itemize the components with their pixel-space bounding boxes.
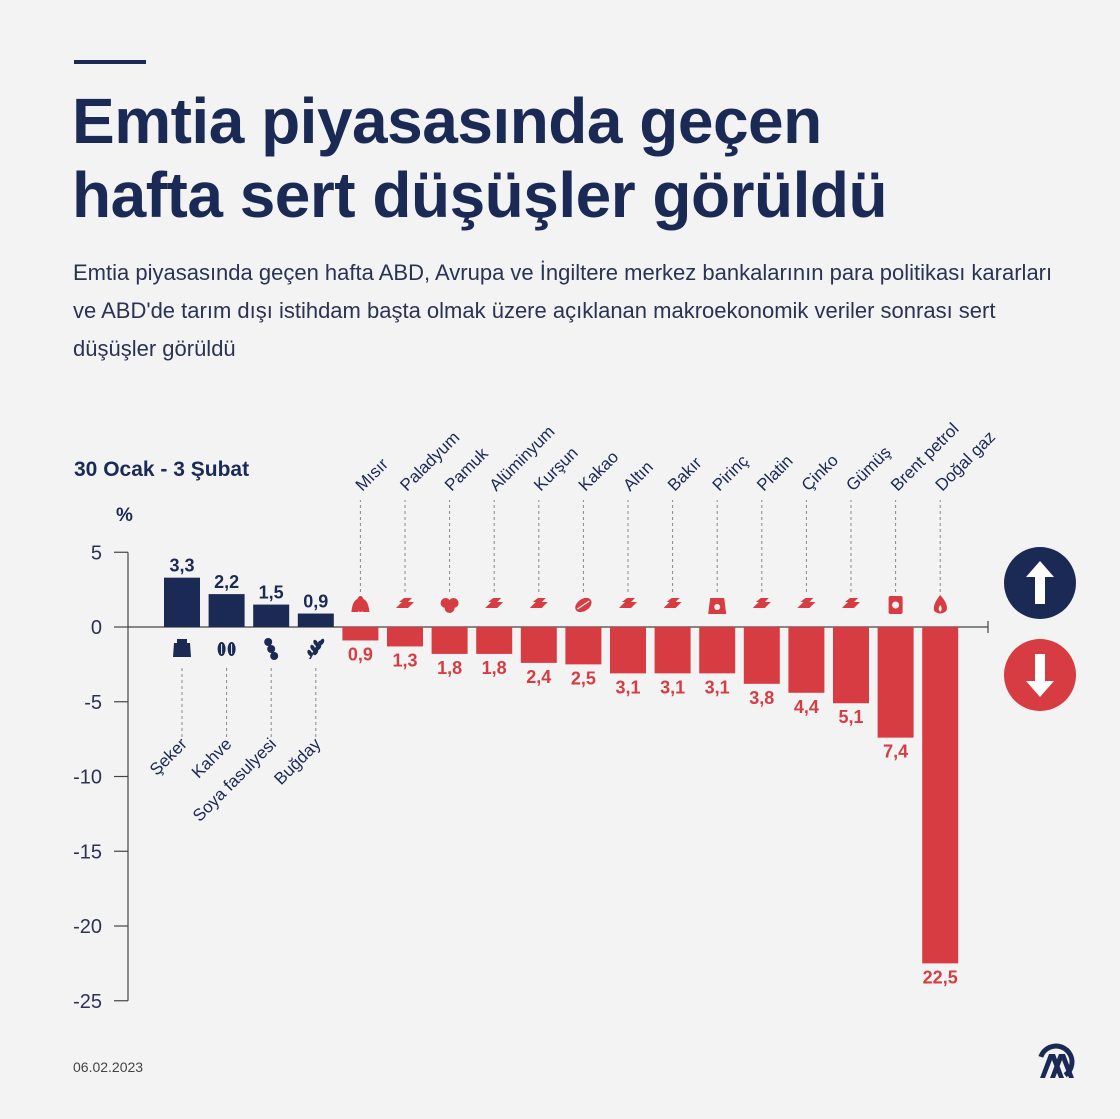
category-label: Platin bbox=[753, 451, 797, 495]
title-line-2: hafta sert düşüşler görüldü bbox=[72, 159, 888, 231]
value-label: 1,3 bbox=[392, 650, 417, 670]
value-label: 3,1 bbox=[705, 677, 730, 697]
metal-bars-icon bbox=[485, 598, 504, 608]
y-tick-label: -25 bbox=[73, 991, 102, 1013]
bar bbox=[833, 627, 869, 704]
bar-group: 0,9 Mısır bbox=[342, 454, 392, 664]
title-rule bbox=[74, 60, 146, 64]
bar bbox=[565, 627, 602, 665]
value-label: 2,2 bbox=[214, 572, 239, 592]
bar bbox=[208, 594, 245, 627]
metal-bars-icon bbox=[396, 598, 414, 608]
publish-date: 06.02.2023 bbox=[73, 1059, 144, 1075]
bar bbox=[520, 627, 557, 663]
category-label: Altın bbox=[619, 457, 656, 494]
value-label: 2,4 bbox=[526, 667, 551, 687]
bar bbox=[164, 577, 200, 627]
bar bbox=[342, 627, 379, 641]
bar bbox=[476, 627, 513, 654]
y-tick-label: 0 bbox=[91, 617, 102, 639]
metal-bars-icon bbox=[619, 598, 637, 608]
bar bbox=[922, 627, 959, 964]
y-unit-label: % bbox=[116, 505, 133, 526]
category-label: Çinko bbox=[798, 451, 842, 495]
coffee-icon bbox=[217, 642, 236, 656]
bar-group: 4,4 Çinko bbox=[788, 451, 842, 717]
rice-sack-icon bbox=[708, 598, 727, 614]
bar bbox=[877, 627, 914, 738]
arrow-down-icon bbox=[1004, 639, 1076, 711]
sugar-icon bbox=[173, 639, 191, 657]
bar bbox=[654, 627, 691, 674]
arrow-up-icon bbox=[1004, 547, 1076, 619]
value-label: 2,5 bbox=[571, 668, 596, 688]
wheat-icon bbox=[307, 638, 325, 660]
metal-bars-icon bbox=[797, 598, 816, 608]
page-subtitle: Emtia piyasasında geçen hafta ABD, Avrup… bbox=[73, 260, 1053, 361]
y-tick-label: 5 bbox=[91, 542, 102, 564]
title-line-1: Emtia piyasasında geçen bbox=[72, 85, 822, 157]
period-label: 30 Ocak - 3 Şubat bbox=[74, 458, 249, 481]
value-label: 1,8 bbox=[482, 658, 507, 678]
bar bbox=[788, 627, 825, 693]
value-label: 1,5 bbox=[259, 583, 284, 603]
value-label: 4,4 bbox=[794, 697, 819, 717]
value-label: 0,9 bbox=[348, 644, 373, 664]
oil-barrel-icon bbox=[888, 596, 903, 614]
value-label: 0,9 bbox=[303, 592, 328, 612]
bar bbox=[253, 604, 290, 627]
value-label: 1,8 bbox=[437, 658, 462, 678]
bar bbox=[387, 627, 423, 647]
metal-bars-icon bbox=[663, 598, 682, 608]
cotton-icon bbox=[440, 598, 459, 613]
value-label: 22,5 bbox=[923, 967, 958, 987]
value-label: 3,3 bbox=[169, 556, 194, 576]
bar bbox=[743, 627, 780, 684]
category-label: Buğday bbox=[270, 734, 325, 789]
metal-bars-icon bbox=[529, 598, 548, 608]
category-label: Bakır bbox=[664, 453, 706, 495]
aa-logo-icon bbox=[1037, 1043, 1075, 1080]
category-label: Mısır bbox=[352, 454, 392, 494]
legend-layer bbox=[1004, 547, 1076, 711]
page-title: Emtia piyasasında geçen hafta sert düşüş… bbox=[72, 84, 1072, 232]
bar bbox=[610, 627, 646, 674]
y-tick-label: -5 bbox=[84, 692, 102, 714]
bar-group: 3,1 Altın bbox=[610, 457, 657, 697]
y-tick-label: -10 bbox=[73, 767, 102, 789]
category-label: Şeker bbox=[146, 734, 191, 779]
soybean-icon bbox=[264, 638, 279, 660]
category-label: Pirinç bbox=[709, 451, 753, 495]
bar-group: 3,3 Şeker bbox=[146, 556, 200, 779]
value-label: 3,8 bbox=[749, 688, 774, 708]
corn-icon bbox=[351, 596, 370, 612]
metal-bars-icon bbox=[842, 598, 860, 608]
bar bbox=[699, 627, 736, 674]
cocoa-icon bbox=[575, 597, 592, 613]
bar bbox=[297, 613, 334, 627]
gas-flame-icon bbox=[933, 595, 947, 614]
metal-bars-icon bbox=[752, 598, 771, 608]
y-tick-label: -15 bbox=[73, 841, 102, 863]
value-label: 3,1 bbox=[615, 677, 640, 697]
y-tick-label: -20 bbox=[73, 916, 102, 938]
value-label: 5,1 bbox=[838, 707, 863, 727]
category-label: Kakao bbox=[575, 447, 623, 495]
value-label: 3,1 bbox=[660, 677, 685, 697]
value-label: 7,4 bbox=[883, 742, 908, 762]
bar bbox=[431, 627, 468, 654]
bar-group: 3,1 Bakır bbox=[654, 453, 706, 697]
category-label: Gümüş bbox=[842, 443, 894, 495]
